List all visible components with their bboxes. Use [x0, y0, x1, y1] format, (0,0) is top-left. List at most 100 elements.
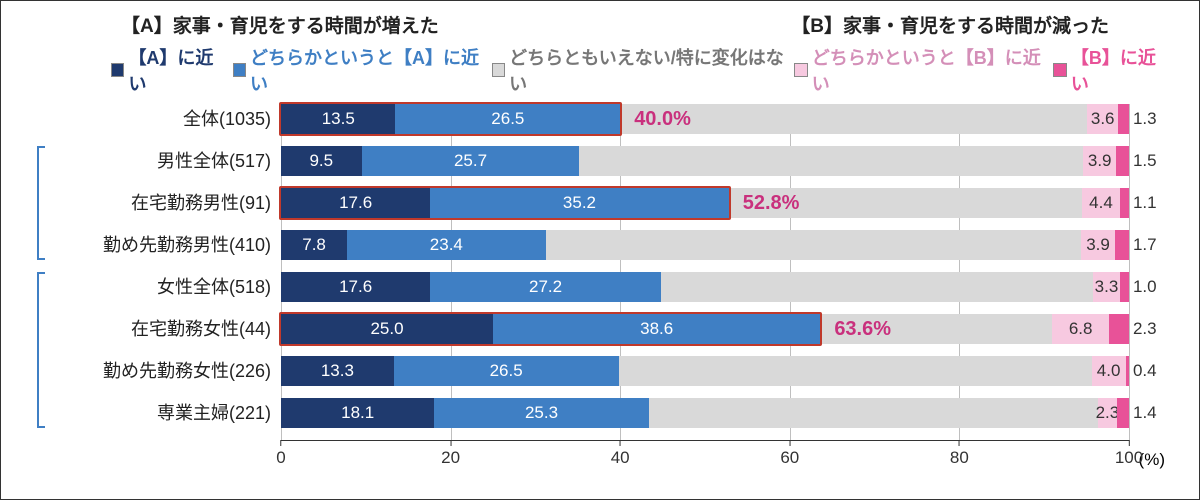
- axis-tick: 0: [276, 440, 285, 468]
- segment-value-ext: 1.0: [1129, 272, 1157, 302]
- bar-segment: [546, 230, 1082, 260]
- segment-value-ext: 1.1: [1129, 188, 1157, 218]
- axis-tick: 60: [780, 440, 799, 468]
- bar-segment: 4.0: [1092, 356, 1126, 386]
- bar-track: 9.525.7 3.91.5: [281, 146, 1129, 176]
- chart-row: 在宅勤務男性(91)17.635.24.41.152.8%: [281, 188, 1129, 218]
- chart-row: 全体(1035)13.526.53.61.340.0%: [281, 104, 1129, 134]
- bar-segment: 2.3: [1098, 398, 1118, 428]
- bar-segment: 3.9: [1081, 230, 1114, 260]
- bar-segment: 1.7: [1115, 230, 1129, 260]
- titles-row: 【A】家事・育児をする時間が増えた 【B】家事・育児をする時間が減った: [31, 11, 1169, 44]
- bar-track: 13.326.5 4.00.4: [281, 356, 1129, 386]
- group-bracket: [37, 272, 45, 428]
- axis-line: [281, 440, 1129, 441]
- bar-segment: [661, 272, 1093, 302]
- group-bracket: [37, 146, 45, 260]
- chart-row: 勤め先勤務男性(410)7.823.43.91.7: [281, 230, 1129, 260]
- bar-segment: 3.6: [1087, 104, 1118, 134]
- bar-segment: [619, 356, 1092, 386]
- bar-segment: 26.5: [394, 356, 619, 386]
- legend-item: 【A】に近い: [111, 44, 227, 96]
- legend-label: どちらかというと【A】に近い: [250, 44, 486, 96]
- legend-label: 【A】に近い: [128, 44, 226, 96]
- bar-segment: 23.4: [347, 230, 545, 260]
- chart-frame: 【A】家事・育児をする時間が増えた 【B】家事・育児をする時間が減った 【A】に…: [0, 0, 1200, 500]
- chart-row: 専業主婦(221)18.125.32.31.4: [281, 398, 1129, 428]
- bar-segment: 25.3: [434, 398, 648, 428]
- bar-track: 13.526.5 3.61.3: [281, 104, 1129, 134]
- bar-track: 17.635.2 4.41.1: [281, 188, 1129, 218]
- bar-segment: [579, 146, 1083, 176]
- segment-value-ext: 1.5: [1129, 146, 1157, 176]
- bar-segment: 3.9: [1083, 146, 1116, 176]
- bar-segment: 1.3: [1118, 104, 1129, 134]
- x-axis: (%) 020406080100: [281, 440, 1129, 468]
- legend-item: 【B】に近い: [1053, 44, 1169, 96]
- bar-segment: 13.3: [281, 356, 394, 386]
- bar-segment: 1.5: [1116, 146, 1129, 176]
- row-label: 男性全体(517): [31, 146, 281, 176]
- title-b: 【B】家事・育児をする時間が減った: [791, 11, 1109, 38]
- row-label: 在宅勤務女性(44): [31, 314, 281, 344]
- row-label: 勤め先勤務男性(410): [31, 230, 281, 260]
- bar-segment: 1.0: [1120, 272, 1128, 302]
- plot: 全体(1035)13.526.53.61.340.0%男性全体(517)9.52…: [281, 104, 1129, 440]
- row-label: 専業主婦(221): [31, 398, 281, 428]
- row-label: 女性全体(518): [31, 272, 281, 302]
- bar-segment: 1.1: [1120, 188, 1129, 218]
- legend: 【A】に近いどちらかというと【A】に近いどちらともいえない/特に変化はないどちら…: [31, 44, 1169, 96]
- bar-segment: 3.3: [1093, 272, 1121, 302]
- legend-label: 【B】に近い: [1071, 44, 1169, 96]
- bar-segment: 26.5: [395, 104, 620, 134]
- bar-track: 17.627.2 3.31.0: [281, 272, 1129, 302]
- callout-label: 52.8%: [743, 188, 800, 218]
- callout-label: 40.0%: [634, 104, 691, 134]
- legend-swatch: [1053, 63, 1066, 77]
- segment-value-ext: 2.3: [1129, 314, 1157, 344]
- bar-segment: [649, 398, 1098, 428]
- chart-row: 在宅勤務女性(44)25.038.66.82.363.6%: [281, 314, 1129, 344]
- axis-tick: 20: [441, 440, 460, 468]
- legend-label: どちらかというと【B】に近い: [812, 44, 1048, 96]
- legend-swatch: [794, 63, 807, 77]
- row-label: 全体(1035): [31, 104, 281, 134]
- bar-segment: 17.6: [281, 188, 430, 218]
- segment-value-ext: 1.7: [1129, 230, 1157, 260]
- bar-segment: 9.5: [281, 146, 362, 176]
- bar-segment: 1.4: [1117, 398, 1129, 428]
- bar-track: 18.125.3 2.31.4: [281, 398, 1129, 428]
- bar-segment: 13.5: [281, 104, 395, 134]
- chart-area: 全体(1035)13.526.53.61.340.0%男性全体(517)9.52…: [281, 104, 1129, 468]
- bar-segment: 25.7: [362, 146, 580, 176]
- legend-item: どちらかというと【A】に近い: [233, 44, 486, 96]
- bar-segment: 25.0: [281, 314, 493, 344]
- bar-segment: 0.4: [1126, 356, 1129, 386]
- bar-segment: 4.4: [1082, 188, 1119, 218]
- legend-label: どちらともいえない/特に変化はない: [509, 44, 788, 96]
- bar-track: 7.823.4 3.91.7: [281, 230, 1129, 260]
- bar-segment: 18.1: [281, 398, 434, 428]
- chart-row: 女性全体(518)17.627.23.31.0: [281, 272, 1129, 302]
- bar-segment: 6.8: [1052, 314, 1110, 344]
- bar-segment: 2.3: [1109, 314, 1129, 344]
- bar-segment: 35.2: [430, 188, 728, 218]
- bar-segment: 38.6: [493, 314, 820, 344]
- row-label: 勤め先勤務女性(226): [31, 356, 281, 386]
- bar-segment: 7.8: [281, 230, 347, 260]
- axis-tick: 100: [1115, 440, 1143, 468]
- axis-tick: 40: [611, 440, 630, 468]
- callout-label: 63.6%: [834, 314, 891, 344]
- bar-segment: 17.6: [281, 272, 430, 302]
- chart-row: 男性全体(517)9.525.73.91.5: [281, 146, 1129, 176]
- legend-item: どちらかというと【B】に近い: [794, 44, 1047, 96]
- legend-swatch: [492, 63, 505, 77]
- legend-item: どちらともいえない/特に変化はない: [492, 44, 789, 96]
- bar-segment: 27.2: [430, 272, 661, 302]
- segment-value-ext: 1.4: [1129, 398, 1157, 428]
- row-label: 在宅勤務男性(91): [31, 188, 281, 218]
- segment-value-ext: 0.4: [1129, 356, 1157, 386]
- legend-swatch: [111, 63, 124, 77]
- bar-track: 25.038.6 6.82.3: [281, 314, 1129, 344]
- segment-value-ext: 1.3: [1129, 104, 1157, 134]
